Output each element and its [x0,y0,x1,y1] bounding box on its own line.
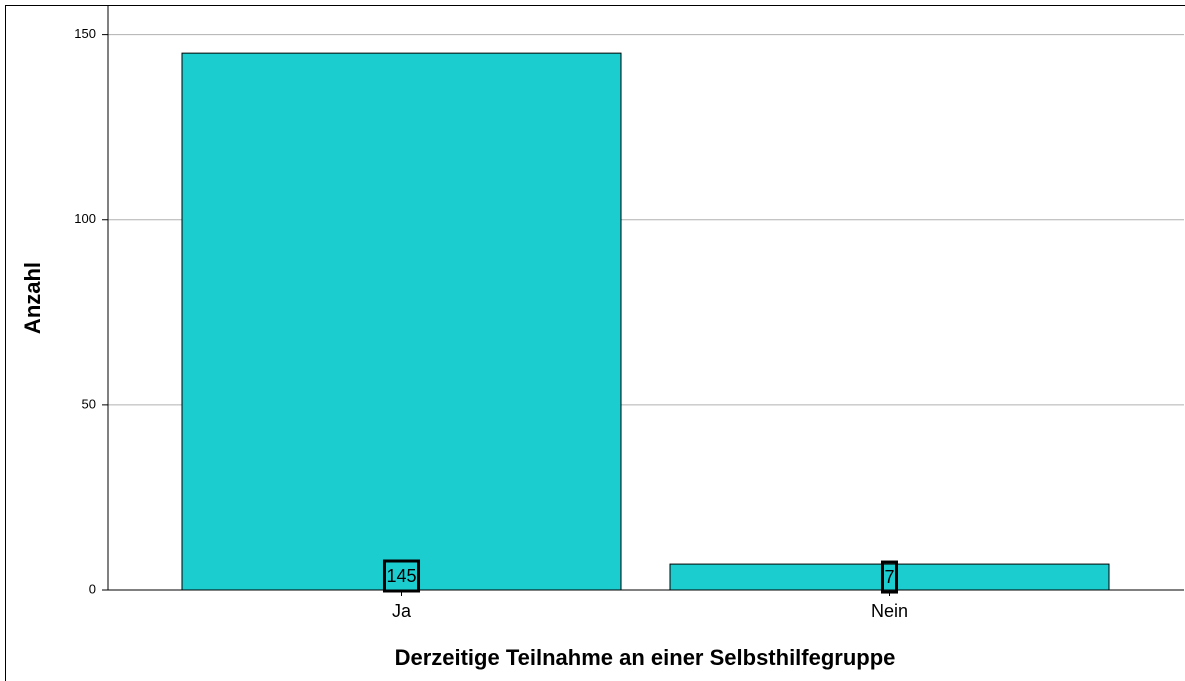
value-label: 7 [884,567,894,587]
y-tick-label: 100 [74,211,96,226]
y-tick-label: 150 [74,26,96,41]
x-tick-label: Nein [871,601,908,621]
x-tick-label: Ja [392,601,412,621]
value-label: 145 [386,566,416,586]
y-tick-label: 0 [89,581,96,596]
bar [669,563,1110,591]
y-tick-label: 50 [82,396,96,411]
y-axis-title: Anzahl [20,262,45,334]
x-axis-title: Derzeitige Teilnahme an einer Selbsthilf… [395,645,896,670]
bar [181,52,622,591]
value-label-box [880,560,899,594]
frame [5,5,1185,681]
value-label-box [382,559,421,593]
